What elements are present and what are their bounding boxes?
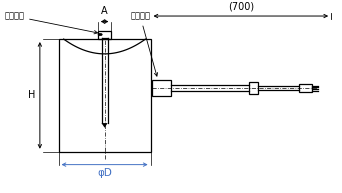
Text: (700): (700) — [228, 1, 254, 11]
Bar — [152, 80, 171, 96]
Text: 取付ネジ: 取付ネジ — [130, 12, 158, 76]
Text: φD: φD — [97, 168, 112, 178]
Polygon shape — [102, 123, 108, 128]
Text: A: A — [101, 6, 108, 16]
Bar — [299, 84, 312, 92]
Bar — [249, 82, 258, 94]
Circle shape — [98, 33, 102, 36]
Text: H: H — [28, 90, 35, 100]
Bar — [98, 31, 111, 39]
Text: 回り止穴: 回り止穴 — [4, 12, 97, 34]
